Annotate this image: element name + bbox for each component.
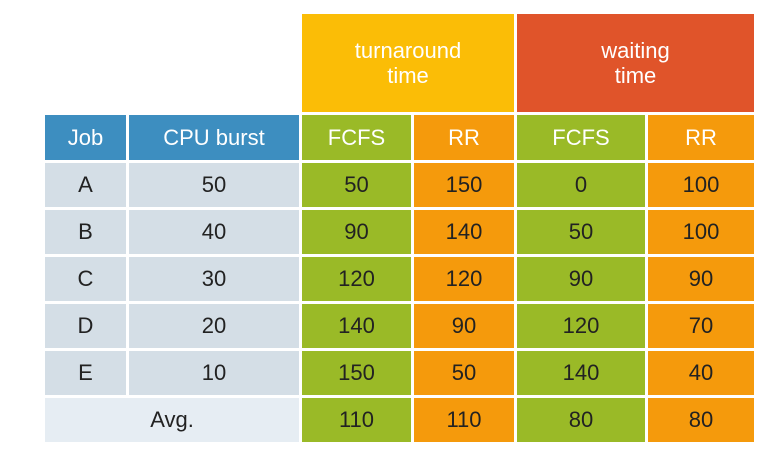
turnaround-time-label: turnaround time: [354, 37, 462, 88]
average-waiting-fcfs: 80: [517, 398, 645, 442]
table-row-cpu-burst: 20: [129, 304, 299, 348]
table-row-turnaround-rr: 50: [414, 351, 514, 395]
table-row-waiting-rr: 90: [648, 257, 754, 301]
table-row-job: E: [45, 351, 126, 395]
average-waiting-rr: 80: [648, 398, 754, 442]
table-row-cpu-burst: 30: [129, 257, 299, 301]
table-row-waiting-fcfs: 0: [517, 163, 645, 207]
table-row-turnaround-rr: 90: [414, 304, 514, 348]
average-row-label: Avg.: [45, 398, 299, 442]
table-row-turnaround-fcfs: 90: [302, 210, 411, 254]
average-turnaround-rr: 110: [414, 398, 514, 442]
table-row-turnaround-fcfs: 50: [302, 163, 411, 207]
table-row-waiting-fcfs: 90: [517, 257, 645, 301]
table-row-cpu-burst: 50: [129, 163, 299, 207]
table-row-waiting-rr: 40: [648, 351, 754, 395]
table-row-job: A: [45, 163, 126, 207]
table-row-waiting-rr: 100: [648, 163, 754, 207]
column-header-waiting-rr: RR: [648, 115, 754, 160]
table-row-waiting-fcfs: 50: [517, 210, 645, 254]
table-row-job: C: [45, 257, 126, 301]
table-row-job: D: [45, 304, 126, 348]
table-row-turnaround-rr: 150: [414, 163, 514, 207]
table-row-cpu-burst: 10: [129, 351, 299, 395]
table-row-turnaround-fcfs: 120: [302, 257, 411, 301]
column-header-turnaround-rr: RR: [414, 115, 514, 160]
waiting-time-header: waiting time: [517, 14, 754, 112]
waiting-time-label: waiting time: [601, 37, 670, 88]
table-row-turnaround-rr: 120: [414, 257, 514, 301]
table-row-turnaround-rr: 140: [414, 210, 514, 254]
average-turnaround-fcfs: 110: [302, 398, 411, 442]
column-header-turnaround-fcfs: FCFS: [302, 115, 411, 160]
column-header-waiting-fcfs: FCFS: [517, 115, 645, 160]
column-header-job: Job: [45, 115, 126, 160]
table-row-cpu-burst: 40: [129, 210, 299, 254]
turnaround-time-header: turnaround time: [302, 14, 514, 112]
table-row-job: B: [45, 210, 126, 254]
table-row-waiting-rr: 70: [648, 304, 754, 348]
table-row-turnaround-fcfs: 150: [302, 351, 411, 395]
table-row-waiting-rr: 100: [648, 210, 754, 254]
table-row-turnaround-fcfs: 140: [302, 304, 411, 348]
table-row-waiting-fcfs: 140: [517, 351, 645, 395]
table-row-waiting-fcfs: 120: [517, 304, 645, 348]
column-header-cpu-burst: CPU burst: [129, 115, 299, 160]
